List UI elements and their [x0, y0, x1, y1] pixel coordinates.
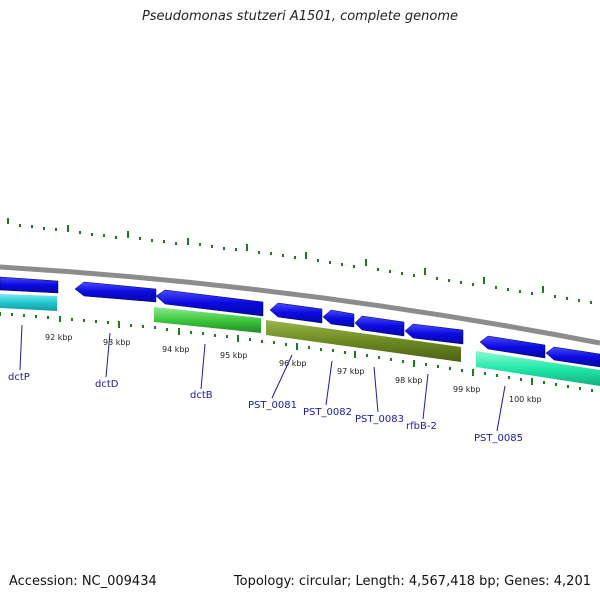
ruler-label: 93 kbp — [103, 338, 131, 347]
cds-dctD — [74, 281, 157, 303]
ruler-label: 98 kbp — [395, 376, 423, 385]
cds-green-block — [154, 307, 261, 333]
cds-rfbB-2 — [404, 323, 464, 345]
map-title: Pseudomonas stutzeri A1501, complete gen… — [141, 9, 459, 24]
genome-summary-text: Topology: circular; Length: 4,567,418 bp… — [233, 574, 591, 589]
gene-label-dctP: dctP — [8, 372, 30, 383]
cds-PST-0085 — [479, 335, 546, 359]
gene-label-rfbB-2: rfbB-2 — [406, 421, 437, 432]
cds-next-forward — [545, 346, 600, 368]
cds-PST-0083 — [354, 315, 405, 337]
ruler-label: 94 kbp — [162, 345, 190, 354]
gene-label-leaders — [19, 324, 506, 432]
cds-dctB — [155, 289, 264, 317]
ruler-label: 95 kbp — [220, 351, 248, 360]
ruler-label: 92 kbp — [45, 333, 73, 342]
ruler-label: 100 kbp — [509, 395, 542, 404]
gene-label-PST-0081: PST_0081 — [248, 400, 297, 411]
cds-teal-block — [476, 351, 600, 386]
genome-backbone — [0, 264, 600, 346]
outer-tick-row — [7, 218, 592, 304]
cds-dctP-forward — [0, 276, 59, 294]
gene-labels: dctP dctD dctB PST_0081 PST_0082 PST_008… — [8, 372, 523, 444]
gene-label-PST-0082: PST_0082 — [303, 407, 352, 418]
ruler-label: 99 kbp — [453, 385, 481, 394]
reverse-cds-track — [0, 294, 600, 386]
gene-label-dctB: dctB — [190, 390, 213, 401]
cds-dctP — [0, 294, 57, 311]
gene-label-dctD: dctD — [95, 379, 119, 390]
gene-label-PST-0083: PST_0083 — [355, 414, 404, 425]
cds-olive-block — [266, 320, 461, 362]
gene-label-PST-0085: PST_0085 — [474, 433, 523, 444]
cds-PST-0081 — [269, 302, 323, 324]
cds-PST-0082 — [322, 309, 355, 328]
inner-ruler-ticks — [0, 312, 593, 392]
ruler-labels: 92 kbp 93 kbp 94 kbp 95 kbp 96 kbp 97 kb… — [45, 333, 542, 404]
forward-cds-track — [0, 276, 600, 368]
accession-text: Accession: NC_009434 — [9, 574, 157, 589]
ruler-label: 96 kbp — [279, 359, 307, 368]
ruler-label: 97 kbp — [337, 367, 365, 376]
